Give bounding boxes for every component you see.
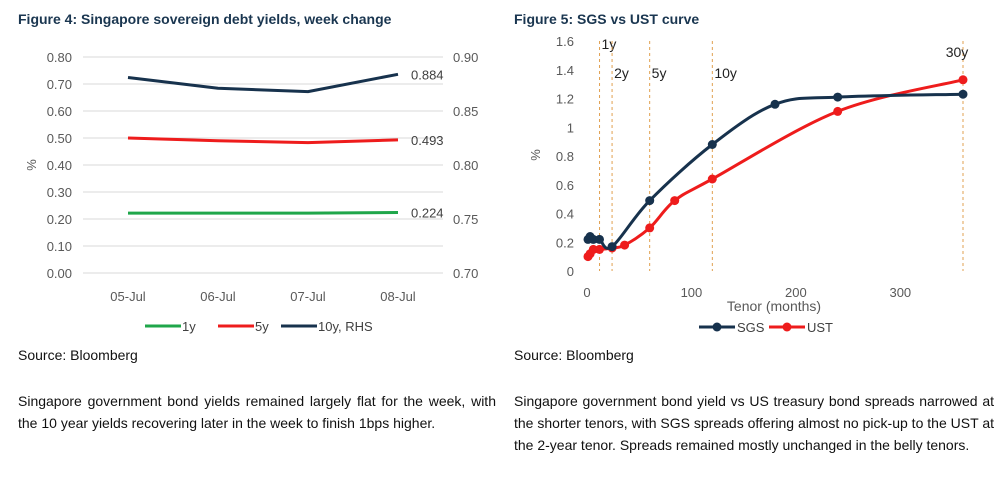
data-point-ust <box>707 174 717 184</box>
series-line-1y <box>128 211 399 215</box>
series-line-sgs <box>586 92 964 250</box>
y2-tick-label: 0.75 <box>453 212 478 227</box>
tenor-marker-label: 5y <box>652 65 667 81</box>
data-label: 0.493 <box>411 133 444 148</box>
y-tick-label: 0.8 <box>556 149 574 164</box>
tenor-marker-label: 2y <box>614 65 629 81</box>
y-tick-label: 0.10 <box>47 239 72 254</box>
y-tick-label: 0.00 <box>47 266 72 281</box>
figure5-chart: 0 0.2 0.4 0.6 0.8 1 1.2 1.4 1.6 0 100 200 300% Tenor … <box>528 34 969 335</box>
data-point-ust <box>958 75 968 85</box>
y-tick-label: 0.4 <box>556 207 574 222</box>
y-tick-label: 0.50 <box>47 131 72 146</box>
x-tick-label: 200 <box>785 285 807 300</box>
y-tick-label: 0.60 <box>47 104 72 119</box>
data-point-sgs <box>707 140 717 149</box>
y-tick-label: 0.80 <box>47 50 72 65</box>
x-tick-label: 06-Jul <box>200 289 236 304</box>
legend-marker <box>782 322 792 332</box>
data-label: 0.884 <box>411 67 444 82</box>
data-point-sgs <box>607 242 617 252</box>
y2-tick-label: 0.90 <box>453 50 478 65</box>
y-tick-label: 0.2 <box>556 235 574 250</box>
y-tick-label: 0.30 <box>47 185 72 200</box>
tenor-marker-label: 10y <box>714 65 737 81</box>
data-label: 0.224 <box>411 206 444 221</box>
data-point-ust <box>588 244 598 254</box>
data-point-sgs <box>770 99 780 109</box>
legend-label: 1y <box>182 319 196 334</box>
figure4-chart: 0.00 0.10 0.20 0.30 0.40 0.50 0.60 0.70 0.80 0.70… <box>24 50 478 334</box>
data-point-ust <box>620 240 630 250</box>
x-tick-label: 0 <box>583 285 590 300</box>
legend-label: SGS <box>737 320 765 335</box>
figure4-description: Singapore government bond yields remaine… <box>18 393 496 431</box>
tenor-marker-label: 1y <box>602 36 617 52</box>
y-tick-label: 0.20 <box>47 212 72 227</box>
data-point-sgs <box>958 89 968 99</box>
data-point-sgs <box>588 234 598 244</box>
y-tick-label: 0.70 <box>47 77 72 92</box>
x-tick-label: 100 <box>681 285 703 300</box>
data-point-ust <box>833 106 843 116</box>
x-tick-label: 08-Jul <box>380 289 416 304</box>
data-point-sgs <box>833 92 843 102</box>
legend-label: UST <box>807 320 833 335</box>
y-axis-label: % <box>24 159 39 171</box>
figure4-panel: Figure 4: Singapore sovereign debt yield… <box>0 0 496 500</box>
x-axis-label: Tenor (months) <box>727 298 821 314</box>
figure5-panel: Figure 5: SGS vs UST curve 0 0.2 0.4 0.6 0.8… <box>504 0 1000 500</box>
y-axis-label: % <box>528 149 543 161</box>
y2-tick-label: 0.70 <box>453 266 478 281</box>
y-tick-label: 1.6 <box>556 34 574 49</box>
y-tick-label: 1.4 <box>556 63 574 78</box>
legend-label: 10y, RHS <box>318 319 373 334</box>
legend-marker <box>712 322 722 332</box>
data-point-sgs <box>595 234 604 244</box>
data-point-ust <box>645 223 655 233</box>
x-tick-label: 07-Jul <box>290 289 326 304</box>
tenor-marker-label: 30y <box>946 44 969 60</box>
figure4-title: Figure 4: Singapore sovereign debt yield… <box>18 11 392 27</box>
y2-tick-label: 0.80 <box>453 158 478 173</box>
figure5-source: Source: Bloomberg <box>514 347 634 363</box>
legend-label: 5y <box>255 319 269 334</box>
data-point-sgs <box>645 196 655 206</box>
figure5-title: Figure 5: SGS vs UST curve <box>514 11 700 27</box>
y-tick-label: 1 <box>567 120 574 135</box>
series-line-5y <box>127 136 399 145</box>
data-point-ust <box>595 244 604 254</box>
y-tick-label: 0 <box>567 264 574 279</box>
series-line-10y-rhs <box>127 72 399 94</box>
figure5-description: Singapore government bond yield vs US tr… <box>514 393 994 453</box>
figure4-source: Source: Bloomberg <box>18 347 138 363</box>
data-point-ust <box>670 196 680 206</box>
y-tick-label: 1.2 <box>556 92 574 107</box>
y-tick-label: 0.40 <box>47 158 72 173</box>
x-tick-label: 05-Jul <box>110 289 146 304</box>
y2-tick-label: 0.85 <box>453 104 478 119</box>
y-tick-label: 0.6 <box>556 178 574 193</box>
x-tick-label: 300 <box>889 285 911 300</box>
